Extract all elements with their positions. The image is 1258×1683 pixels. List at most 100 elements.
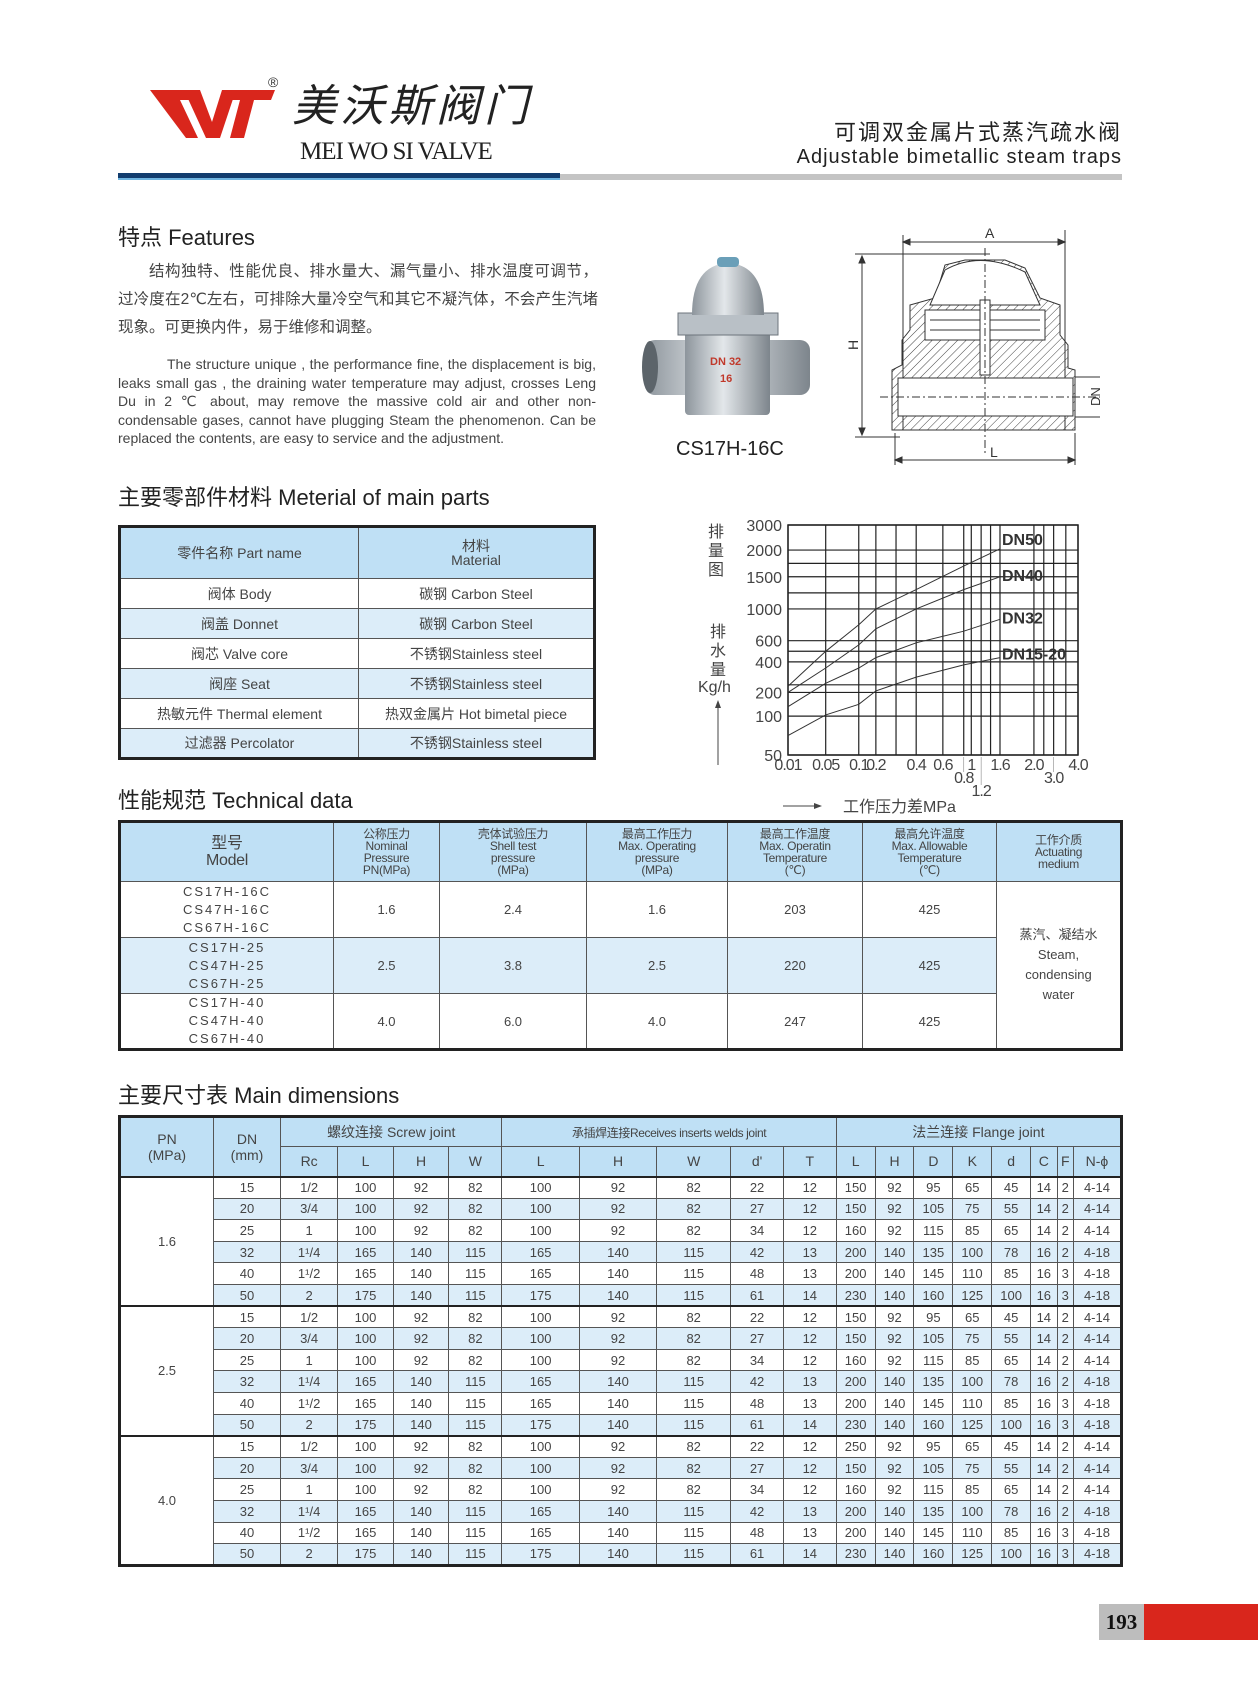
dim-cell: 65: [952, 1175, 993, 1199]
tech-allow-temp: 425: [862, 937, 997, 994]
dim-cell: 165: [337, 1370, 394, 1393]
dim-cell: 100: [501, 1478, 580, 1501]
part-material: 热双金属片 Hot bimetal piece: [358, 698, 595, 729]
dim-cell: 15: [213, 1175, 281, 1199]
brand-logo: [150, 90, 275, 138]
dim-cell: 16: [1030, 1262, 1058, 1285]
dim-cell: 95: [913, 1305, 954, 1329]
part-material: 不锈钢Stainless steel: [358, 638, 595, 669]
tech-max-op: 1.6: [586, 881, 728, 938]
dim-cell: 25: [213, 1219, 281, 1242]
dim-cell: 140: [392, 1413, 450, 1437]
dim-cell: 95: [913, 1434, 954, 1458]
tech-col-header: 公称压力 Nominal Pressure PN(MPa): [333, 821, 440, 882]
part-material: 碳钢 Carbon Steel: [358, 608, 595, 639]
dim-cell: 115: [448, 1391, 503, 1415]
dim-cell: 78: [991, 1370, 1032, 1393]
dim-cell: 15: [213, 1434, 281, 1458]
dim-cell: 75: [952, 1197, 993, 1221]
model-list: CS17H-16C CS47H-16C CS67H-16C: [119, 881, 334, 938]
dim-cell: 145: [913, 1391, 954, 1415]
dim-cell: 2: [1056, 1305, 1074, 1329]
dim-cell: 34: [730, 1348, 784, 1372]
dim-cell: 32: [213, 1499, 281, 1523]
dim-cell: 200: [835, 1370, 876, 1393]
dim-subcol-header: L: [337, 1146, 394, 1177]
dimension-label-a: A: [985, 225, 995, 241]
dim-cell: 82: [656, 1219, 732, 1242]
dim-cell: 200: [835, 1521, 876, 1545]
dim-cell: 140: [874, 1240, 915, 1264]
dim-cell: 165: [501, 1521, 580, 1545]
dim-cell: 100: [952, 1370, 993, 1393]
dim-cell: 92: [392, 1219, 450, 1242]
dim-cell: 82: [656, 1305, 732, 1329]
y-tick-label: 3000: [746, 518, 782, 535]
dim-cell: 92: [874, 1348, 915, 1372]
dim-cell: 125: [952, 1413, 993, 1437]
dim-cell: 140: [578, 1370, 658, 1393]
dim-cell: 85: [952, 1348, 993, 1372]
dim-cell: 40: [213, 1521, 281, 1545]
dim-cell: 13: [782, 1499, 837, 1523]
dim-cell: 115: [656, 1499, 732, 1523]
model-list: CS17H-40 CS47H-40 CS67H-40: [119, 993, 334, 1050]
tech-shell: 6.0: [439, 993, 587, 1050]
dim-cell: 165: [337, 1262, 394, 1285]
dim-cell: 92: [874, 1219, 915, 1242]
discharge-chart: 0.01 0.05 0.10.2 0.4 0.60.81 1.2 1.6 2.03.04.0 5…: [698, 518, 1090, 816]
dim-subcol-header: W: [656, 1146, 732, 1177]
dim-cell: 100: [337, 1348, 394, 1372]
dim-cell: 82: [656, 1197, 732, 1221]
dim-cell: 14: [1030, 1327, 1058, 1350]
dim-cell: 4-18: [1072, 1370, 1123, 1393]
dim-cell: 65: [952, 1434, 993, 1458]
dim-cell: 25: [213, 1348, 281, 1372]
dim-cell: 4-18: [1072, 1499, 1123, 1523]
dim-cell: 110: [952, 1391, 993, 1415]
dim-cell: 100: [501, 1456, 580, 1480]
dim-cell: 20: [213, 1456, 281, 1480]
dim-cell: 2: [1056, 1456, 1074, 1480]
part-name: 热敏元件 Thermal element: [119, 698, 359, 729]
dim-cell: 140: [392, 1543, 450, 1566]
dim-cell: 3: [1056, 1283, 1074, 1307]
dim-cell: 115: [656, 1521, 732, 1545]
dim-cell: 135: [913, 1370, 954, 1393]
part-material: 不锈钢Stainless steel: [358, 728, 595, 759]
dim-cell: 16: [1030, 1413, 1058, 1437]
model-list: CS17H-25 CS47H-25 CS67H-25: [119, 937, 334, 994]
dim-cell: 82: [656, 1456, 732, 1480]
dim-cell: 110: [952, 1521, 993, 1545]
y-tick-label: 1500: [746, 570, 782, 587]
dim-cell: 4-18: [1072, 1543, 1123, 1566]
materials-table: 零件名称 Part name 材料 Material 阀体 Body 碳钢 Carb…: [118, 525, 596, 760]
dim-cell: 13: [782, 1391, 837, 1415]
material-row: 阀芯 Valve core 不锈钢Stainless steel: [119, 638, 595, 669]
dim-row: 2.5 15 1/2 100 92 82 100 92 82 22 12 150 92 95 65 45 14 2…: [119, 1305, 1123, 1437]
dimensions-heading: 主要尺寸表 Main dimensions: [118, 1083, 400, 1108]
dim-cell: 42: [730, 1499, 784, 1523]
dim-cell: 45: [991, 1305, 1032, 1329]
dim-cell: 16: [1030, 1499, 1058, 1523]
dim-subcol-header: H: [578, 1146, 658, 1177]
dim-cell: 140: [874, 1413, 915, 1437]
dim-cell: 230: [835, 1283, 876, 1307]
dim-cell: 140: [874, 1370, 915, 1393]
brand-name-cn: 美沃斯阀门: [292, 81, 532, 132]
dim-cell: 27: [730, 1456, 784, 1480]
dim-cell: 100: [337, 1434, 394, 1458]
dim-cell: 175: [337, 1283, 394, 1307]
part-name: 阀座 Seat: [119, 668, 359, 699]
dim-cell: 2: [1056, 1370, 1074, 1393]
dim-cell: 125: [952, 1283, 993, 1307]
dim-cell: 100: [501, 1305, 580, 1329]
dim-cell: 12: [782, 1219, 837, 1242]
dim-cell: 115: [448, 1521, 503, 1545]
dim-cell: 16: [1030, 1543, 1058, 1566]
dim-cell: 85: [991, 1521, 1032, 1545]
dim-cell: 100: [337, 1305, 394, 1329]
tech-max-op: 4.0: [586, 993, 728, 1050]
dim-cell: 82: [656, 1348, 732, 1372]
x-tick-label: 0.2: [866, 757, 886, 774]
